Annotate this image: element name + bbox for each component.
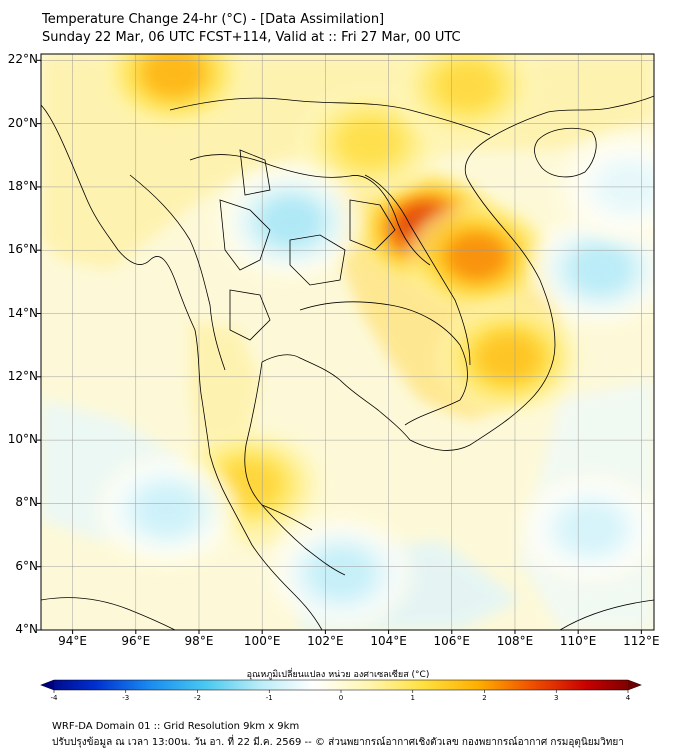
map-title: Temperature Change 24-hr (°C) - [Data As…: [42, 12, 385, 27]
colorbar-bar: [40, 679, 642, 691]
colorbar-tick-label: 4: [625, 694, 631, 702]
border-thailand-malaysia: [261, 504, 313, 531]
colorbar-max-extend: [628, 680, 641, 690]
lat-label: 16°N: [7, 242, 38, 257]
coastline-peninsula-east: [244, 361, 346, 576]
lat-label: 18°N: [7, 178, 38, 193]
lat-label: 22°N: [7, 52, 38, 67]
footer-model-info: WRF-DA Domain 01 :: Grid Resolution 9km …: [52, 721, 300, 732]
colorbar-ticks: [53, 690, 629, 693]
colorbar-min-extend: [41, 680, 54, 690]
provinces-1: [219, 199, 271, 271]
warm-spot-north-laos: [296, 86, 443, 199]
lon-label: 112°E: [623, 634, 660, 648]
coastline-peninsula-west: [209, 454, 323, 630]
colorbar-tick-label: -1: [265, 694, 273, 702]
lat-label: 6°N: [15, 558, 38, 573]
lat-label: 4°N: [15, 622, 38, 636]
lat-label: 12°N: [7, 368, 38, 383]
colorbar-tick-label: 0: [338, 694, 344, 702]
lon-label: 102°E: [307, 634, 344, 648]
border-china-north: [169, 97, 491, 136]
coastline-hainan: [534, 127, 597, 178]
colorbar-tick-label: -2: [194, 694, 201, 702]
coastlines-and-borders: [41, 95, 654, 630]
map-subtitle: Sunday 22 Mar, 06 UTC FCST+114, Valid at…: [42, 30, 461, 45]
cool-spot-south-china-sea-east: [527, 213, 654, 326]
provinces-5: [239, 149, 271, 196]
border-cambodia: [299, 301, 468, 426]
coastline-myanmar: [41, 104, 211, 456]
lon-label: 100°E: [243, 634, 281, 648]
colorbar-tick-label: -4: [50, 694, 58, 702]
warm-spot-north-myanmar: [100, 54, 247, 129]
temperature-field: [41, 54, 654, 630]
colorbar-tick-label: -3: [122, 694, 130, 702]
cool-spot-central-thailand: [217, 165, 364, 278]
colorbar-tick-label: 2: [482, 694, 487, 702]
lon-label: 110°E: [559, 634, 597, 648]
lon-label: 106°E: [433, 634, 471, 648]
lon-label: 108°E: [496, 634, 534, 648]
warm-spot-south-china: [394, 54, 541, 142]
lon-label: 104°E: [370, 634, 407, 648]
colorbar-title: อุณหภูมิเปลี่ยนแปลง หน่วย องศาเซลเซียส (…: [246, 670, 430, 680]
lon-label: 98°E: [184, 634, 214, 648]
plot-frame: [40, 53, 655, 631]
coastline-vietnam: [409, 111, 556, 451]
footer-credit: ปรับปรุงข้อมูล ณ เวลา 13:00น. วัน อา. ที…: [52, 737, 624, 748]
lon-label: 96°E: [121, 634, 151, 648]
border-thailand-myanmar: [129, 174, 226, 371]
warm-spot-south-vietnam: [435, 301, 582, 414]
colorbar-tick-label: 3: [554, 694, 559, 702]
warm-spot-central-vietnam: [404, 200, 551, 313]
border-laos-vietnam: [364, 174, 471, 366]
lat-label: 20°N: [7, 115, 38, 130]
border-thailand-laos: [189, 154, 431, 266]
colorbar: [40, 679, 642, 693]
provinces-3: [349, 199, 396, 251]
lat-label: 10°N: [7, 432, 38, 447]
cool-spot-andaman-sea: [94, 453, 241, 566]
lat-label: 8°N: [15, 495, 38, 510]
lon-label: 94°E: [58, 634, 88, 648]
provinces-2: [289, 234, 346, 286]
axis-ticks: [37, 59, 642, 634]
coastline-south-china: [547, 95, 654, 113]
coastline-borneo: [559, 599, 654, 630]
colorbar-tick-label: 1: [410, 694, 415, 702]
coastline-sumatra: [41, 597, 176, 630]
cool-spot-south-china-sea-south: [517, 472, 654, 585]
lat-label: 14°N: [7, 305, 38, 320]
provinces-4: [229, 289, 271, 341]
coastline-gulf-of-thailand: [261, 354, 411, 441]
